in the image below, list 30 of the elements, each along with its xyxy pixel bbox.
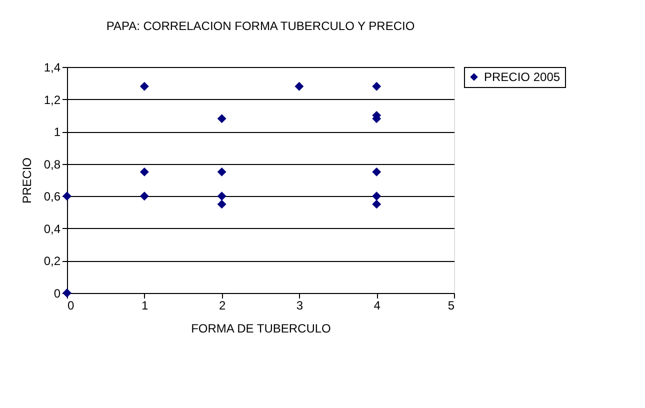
- y-tick-label: 0: [54, 286, 61, 300]
- point: [140, 82, 149, 91]
- point: [140, 167, 149, 176]
- y-tick-label: 0,2: [44, 254, 61, 268]
- point: [217, 167, 226, 176]
- y-tick-label: 1,2: [44, 92, 61, 107]
- x-tick-label: 1: [142, 298, 149, 312]
- point: [372, 82, 382, 91]
- point: [372, 167, 382, 176]
- chart-title: PAPA: CORRELACION FORMA TUBERCULO Y PRECIO: [106, 19, 415, 33]
- y-tick-label: 1: [54, 125, 61, 140]
- x-tick-label: 2: [218, 298, 226, 312]
- y-tick-label: 0,8: [44, 157, 61, 172]
- x-tick-label: 3: [296, 298, 304, 312]
- x-tick-label: 0: [68, 298, 74, 312]
- legend-label: PRECIO 2005: [484, 70, 560, 84]
- point: [140, 192, 149, 201]
- point: [217, 114, 226, 124]
- point: [217, 192, 226, 201]
- x-tick-label: 4: [374, 298, 381, 312]
- y-tick-label: 1,4: [44, 60, 61, 74]
- point: [217, 200, 226, 209]
- y-tick-label: 0,4: [44, 222, 61, 236]
- y-tick-label: 0,6: [44, 190, 61, 204]
- point: [294, 82, 304, 91]
- point: [372, 192, 382, 201]
- point: [372, 200, 382, 209]
- x-axis-title: FORMA DE TUBERCULO: [191, 322, 331, 336]
- y-axis-title: PRECIO: [20, 157, 34, 204]
- x-tick-label: 5: [448, 298, 455, 312]
